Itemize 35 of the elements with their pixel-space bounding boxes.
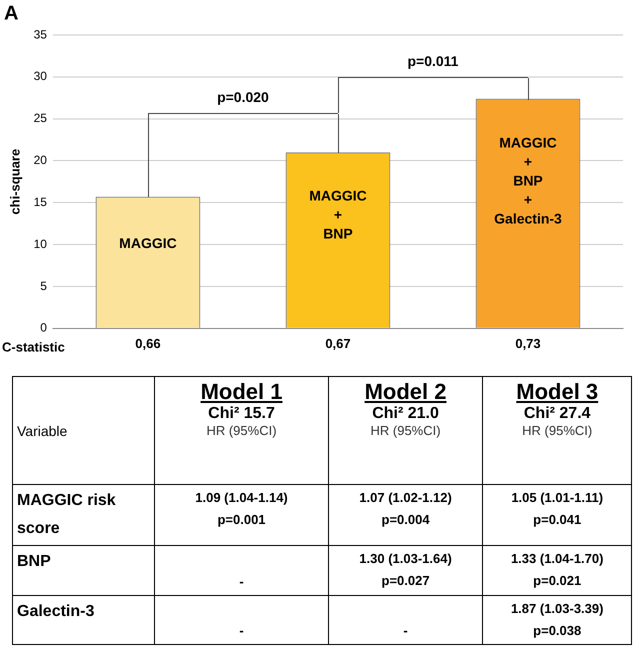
text: 1.33 (1.04-1.70) p=0.021 — [510, 550, 604, 590]
x-axis-title: C-statistic — [2, 340, 65, 355]
y-tick-label: 25 — [34, 111, 48, 126]
text: Model 2 Chi² 21.0 HR (95%CI) — [364, 379, 448, 438]
y-axis-title: chi-square — [7, 148, 22, 215]
y-tick-label: 35 — [34, 27, 48, 42]
text: Model 1 Chi² 15.7 HR (95%CI) — [200, 379, 284, 438]
text: Variable — [12, 376, 155, 484]
text: 1.30 (1.03-1.64) p=0.027 — [358, 550, 453, 590]
text: 1.87 (1.03-3.39) p=0.038 — [510, 600, 604, 640]
annotation: MAGGIC + BNP — [309, 188, 367, 242]
text: 1.07 (1.02-1.12) p=0.004 — [358, 489, 453, 529]
text: Model 3 Chi² 27.4 HR (95%CI) — [515, 379, 600, 438]
y-tick-label: 5 — [40, 278, 48, 293]
text: - — [238, 622, 245, 640]
annotation: p=0.020 — [217, 88, 269, 105]
y-tick-label: 10 — [34, 236, 48, 251]
y-tick-label: 15 — [34, 194, 48, 209]
text: BNP — [17, 553, 51, 570]
x-tick-label: 0,66 — [135, 336, 161, 351]
y-tick-label: 0 — [40, 320, 48, 335]
annotation: MAGGIC — [119, 235, 177, 252]
text: MAGGIC risk score — [17, 492, 116, 537]
text: 1.09 (1.04-1.14) p=0.001 — [194, 489, 289, 529]
chart-title: A — [4, 2, 18, 25]
annotation: p=0.011 — [407, 52, 458, 69]
x-tick-label: 0,73 — [515, 336, 541, 351]
text: Galectin-3 — [17, 603, 94, 620]
x-tick-label: 0,67 — [325, 336, 351, 351]
text: - — [402, 622, 409, 640]
y-tick-label: 20 — [34, 153, 48, 168]
text: - — [238, 573, 245, 591]
annotation: MAGGIC + BNP + Galectin-3 — [494, 134, 562, 226]
text: 1.05 (1.01-1.11) p=0.041 — [510, 489, 604, 529]
y-tick-label: 30 — [34, 69, 48, 84]
